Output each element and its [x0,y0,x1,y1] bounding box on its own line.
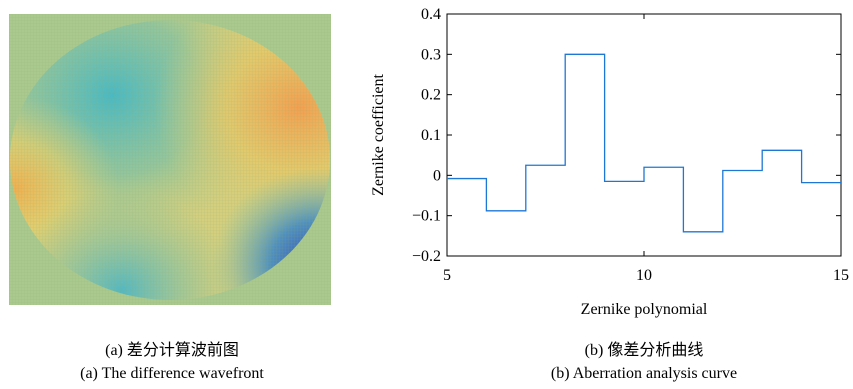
wavefront-map [9,14,331,305]
y-tick-label: 0.1 [421,127,441,144]
y-tick-label: −0.2 [412,248,441,265]
y-tick-label: 0 [433,167,441,184]
plot-frame [446,13,842,257]
series-step-line [447,53,841,233]
x-tick-label: 5 [443,267,451,284]
y-tick-label: −0.1 [412,208,441,225]
caption-right-cn: (b) 像差分析曲线 [584,342,704,359]
axes-frame [446,13,842,257]
x-tick-label: 10 [636,267,652,284]
y-axis-label: Zernike coefficient [370,74,387,196]
x-axis-label: Zernike polynomial [581,301,708,318]
x-tick-label: 15 [833,267,849,284]
series-layer [447,53,841,233]
axis-ticks: 5 10 15 −0.2 −0.1 0 0.1 0.2 0.3 0.4 [412,6,849,284]
caption-left-en: (a) The difference wavefront [80,365,264,382]
y-tick-label: 0.2 [421,87,441,104]
caption-right-en: (b) Aberration analysis curve [550,365,738,382]
caption-left-cn: (a) 差分计算波前图 [105,342,239,359]
y-tick-label: 0.4 [421,6,441,23]
y-tick-label: 0.3 [421,46,441,63]
